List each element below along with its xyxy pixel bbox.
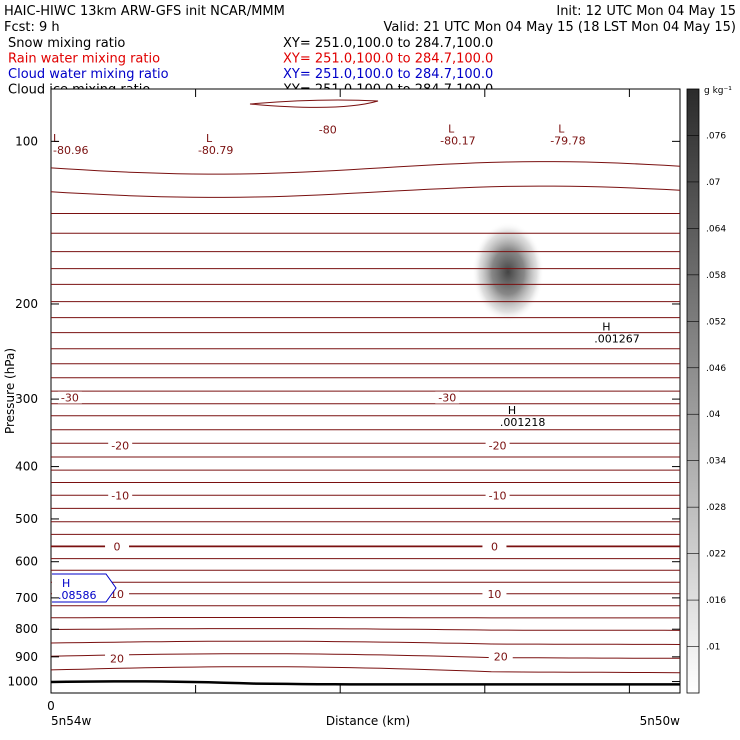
colorbar-tick-label-5: .046: [706, 364, 726, 374]
contour-label-bg-5: [485, 489, 510, 502]
extremum-type-5: H: [602, 321, 610, 334]
contour-line-35: [50, 666, 681, 674]
contour-label-1: -30: [438, 392, 456, 405]
colorbar-ticks: .076 .07 .064 .058 .052 .046 .04 .034 .028 .022 .0…: [687, 131, 726, 653]
extremum-type-3: L: [558, 123, 565, 136]
contour-label-3: -20: [489, 440, 507, 453]
extremum-value-1: -80.79: [198, 144, 233, 157]
field-xy-2: XY= 251.0,100.0 to 284.7,100.0: [283, 67, 493, 82]
extremum-value-0: -80.96: [53, 144, 88, 157]
contour-label-5: -10: [489, 489, 507, 502]
extremum-type-0: L: [53, 132, 60, 145]
field-xy-0: XY= 251.0,100.0 to 284.7,100.0: [283, 36, 493, 51]
y-tick-label-9: 1000: [7, 675, 38, 689]
contour-label-0: -30: [61, 392, 79, 405]
cloud-water-max-box: [52, 573, 117, 603]
contour-line-32: [50, 628, 681, 631]
cloud-water-max: H .08586: [52, 573, 117, 603]
colorbar-tick-label-7: .034: [706, 457, 726, 467]
temperature-contours: [50, 99, 681, 674]
y-tick-label-8: 900: [15, 650, 38, 664]
extremum-value-3: -79.78: [550, 135, 585, 148]
contour-label-bg-4: [108, 489, 133, 502]
y-tick-label-6: 700: [15, 591, 38, 605]
extremum-type-1: L: [206, 132, 213, 145]
field-name-0: Snow mixing ratio: [8, 36, 125, 51]
contour-label-11: 20: [494, 650, 508, 663]
extrema-labels: L-80.96L-80.79L-80.17L-79.78-80H.001267H…: [53, 123, 640, 429]
colorbar-tick-label-1: .07: [706, 178, 720, 188]
contour-label-bg-3: [485, 439, 510, 452]
extremum-label-4: -80: [319, 123, 337, 136]
terrain-line: [50, 680, 680, 686]
colorbar-tick-label-4: .052: [706, 317, 726, 327]
colorbar-tick-label-9: .022: [706, 550, 726, 560]
y-tick-label-7: 800: [15, 622, 38, 636]
extremum-type-6: H: [508, 404, 516, 417]
contour-label-bg-1: [435, 391, 460, 404]
contour-label-bg-2: [108, 439, 133, 452]
field-name-1: Rain water mixing ratio: [8, 52, 160, 67]
colorbar: [686, 88, 700, 694]
contour-minus80: [249, 99, 379, 108]
colorbar-units: g kg⁻¹: [704, 86, 732, 96]
x-endpoint-left: 5n54w: [51, 714, 92, 728]
field-list: Snow mixing ratio XY= 251.0,100.0 to 284.…: [8, 36, 493, 98]
contour-label-bg-7: [482, 540, 507, 553]
y-axis-label: Pressure (hPa): [3, 348, 17, 434]
contour-label-bg-11: [488, 650, 513, 663]
cloud-ice-shading: [472, 222, 544, 322]
contour-line-33: [50, 640, 681, 645]
y-tick-label-1: 200: [15, 297, 38, 311]
colorbar-tick-label-11: .01: [706, 643, 720, 653]
x-axis-label: Distance (km): [326, 714, 410, 728]
y-tick-label-5: 600: [15, 555, 38, 569]
header-title: HAIC-HIWC 13km ARW-GFS init NCAR/MMM: [4, 4, 285, 19]
contour-label-bg-10: [105, 652, 130, 665]
contour-line-0: [50, 161, 681, 175]
colorbar-tick-label-10: .016: [706, 596, 726, 606]
field-name-2: Cloud water mixing ratio: [8, 67, 169, 82]
contour-label-7: 0: [491, 540, 498, 553]
extremum-value-6: .001218: [500, 416, 546, 429]
header-fcst: Fcst: 9 h: [4, 20, 60, 35]
contour-label-9: 10: [487, 588, 501, 601]
x-axis: [50, 89, 630, 693]
contour-label-6: 0: [114, 540, 121, 553]
contour-label-10: 20: [110, 652, 124, 665]
contour-label-bg-6: [105, 540, 130, 553]
contour-label-bg-9: [482, 587, 507, 600]
field-xy-1: XY= 251.0,100.0 to 284.7,100.0: [283, 52, 493, 67]
extremum-type-2: L: [448, 123, 455, 136]
colorbar-tick-label-6: .04: [706, 410, 721, 420]
extremum-value-2: -80.17: [440, 135, 475, 148]
cloud-water-max-value: .08586: [58, 589, 97, 602]
colorbar-tick-label-3: .058: [706, 271, 726, 281]
x-endpoint-right: 5n50w: [640, 714, 681, 728]
x-tick-0: 0: [47, 699, 55, 713]
header-init: Init: 12 UTC Mon 04 May 15: [556, 4, 736, 19]
y-tick-label-3: 400: [15, 460, 38, 474]
header: HAIC-HIWC 13km ARW-GFS init NCAR/MMM Ini…: [4, 4, 736, 98]
colorbar-tick-label-0: .076: [706, 131, 726, 141]
contour-label-bg-0: [57, 391, 82, 404]
colorbar-tick-label-2: .064: [706, 224, 726, 234]
colorbar-tick-label-8: .028: [706, 503, 726, 513]
contour-label-2: -20: [111, 440, 129, 453]
header-valid: Valid: 21 UTC Mon 04 May 15 (18 LST Mon …: [384, 20, 736, 35]
contour-line-34: [50, 653, 680, 659]
contour-line-1: [50, 185, 681, 198]
cloud-water-max-type: H: [62, 577, 70, 590]
y-tick-label-2: 300: [15, 392, 38, 406]
y-tick-label-4: 500: [15, 512, 38, 526]
y-tick-label-0: 100: [15, 134, 38, 148]
extremum-value-5: .001267: [594, 333, 640, 346]
contour-label-4: -10: [111, 489, 129, 502]
